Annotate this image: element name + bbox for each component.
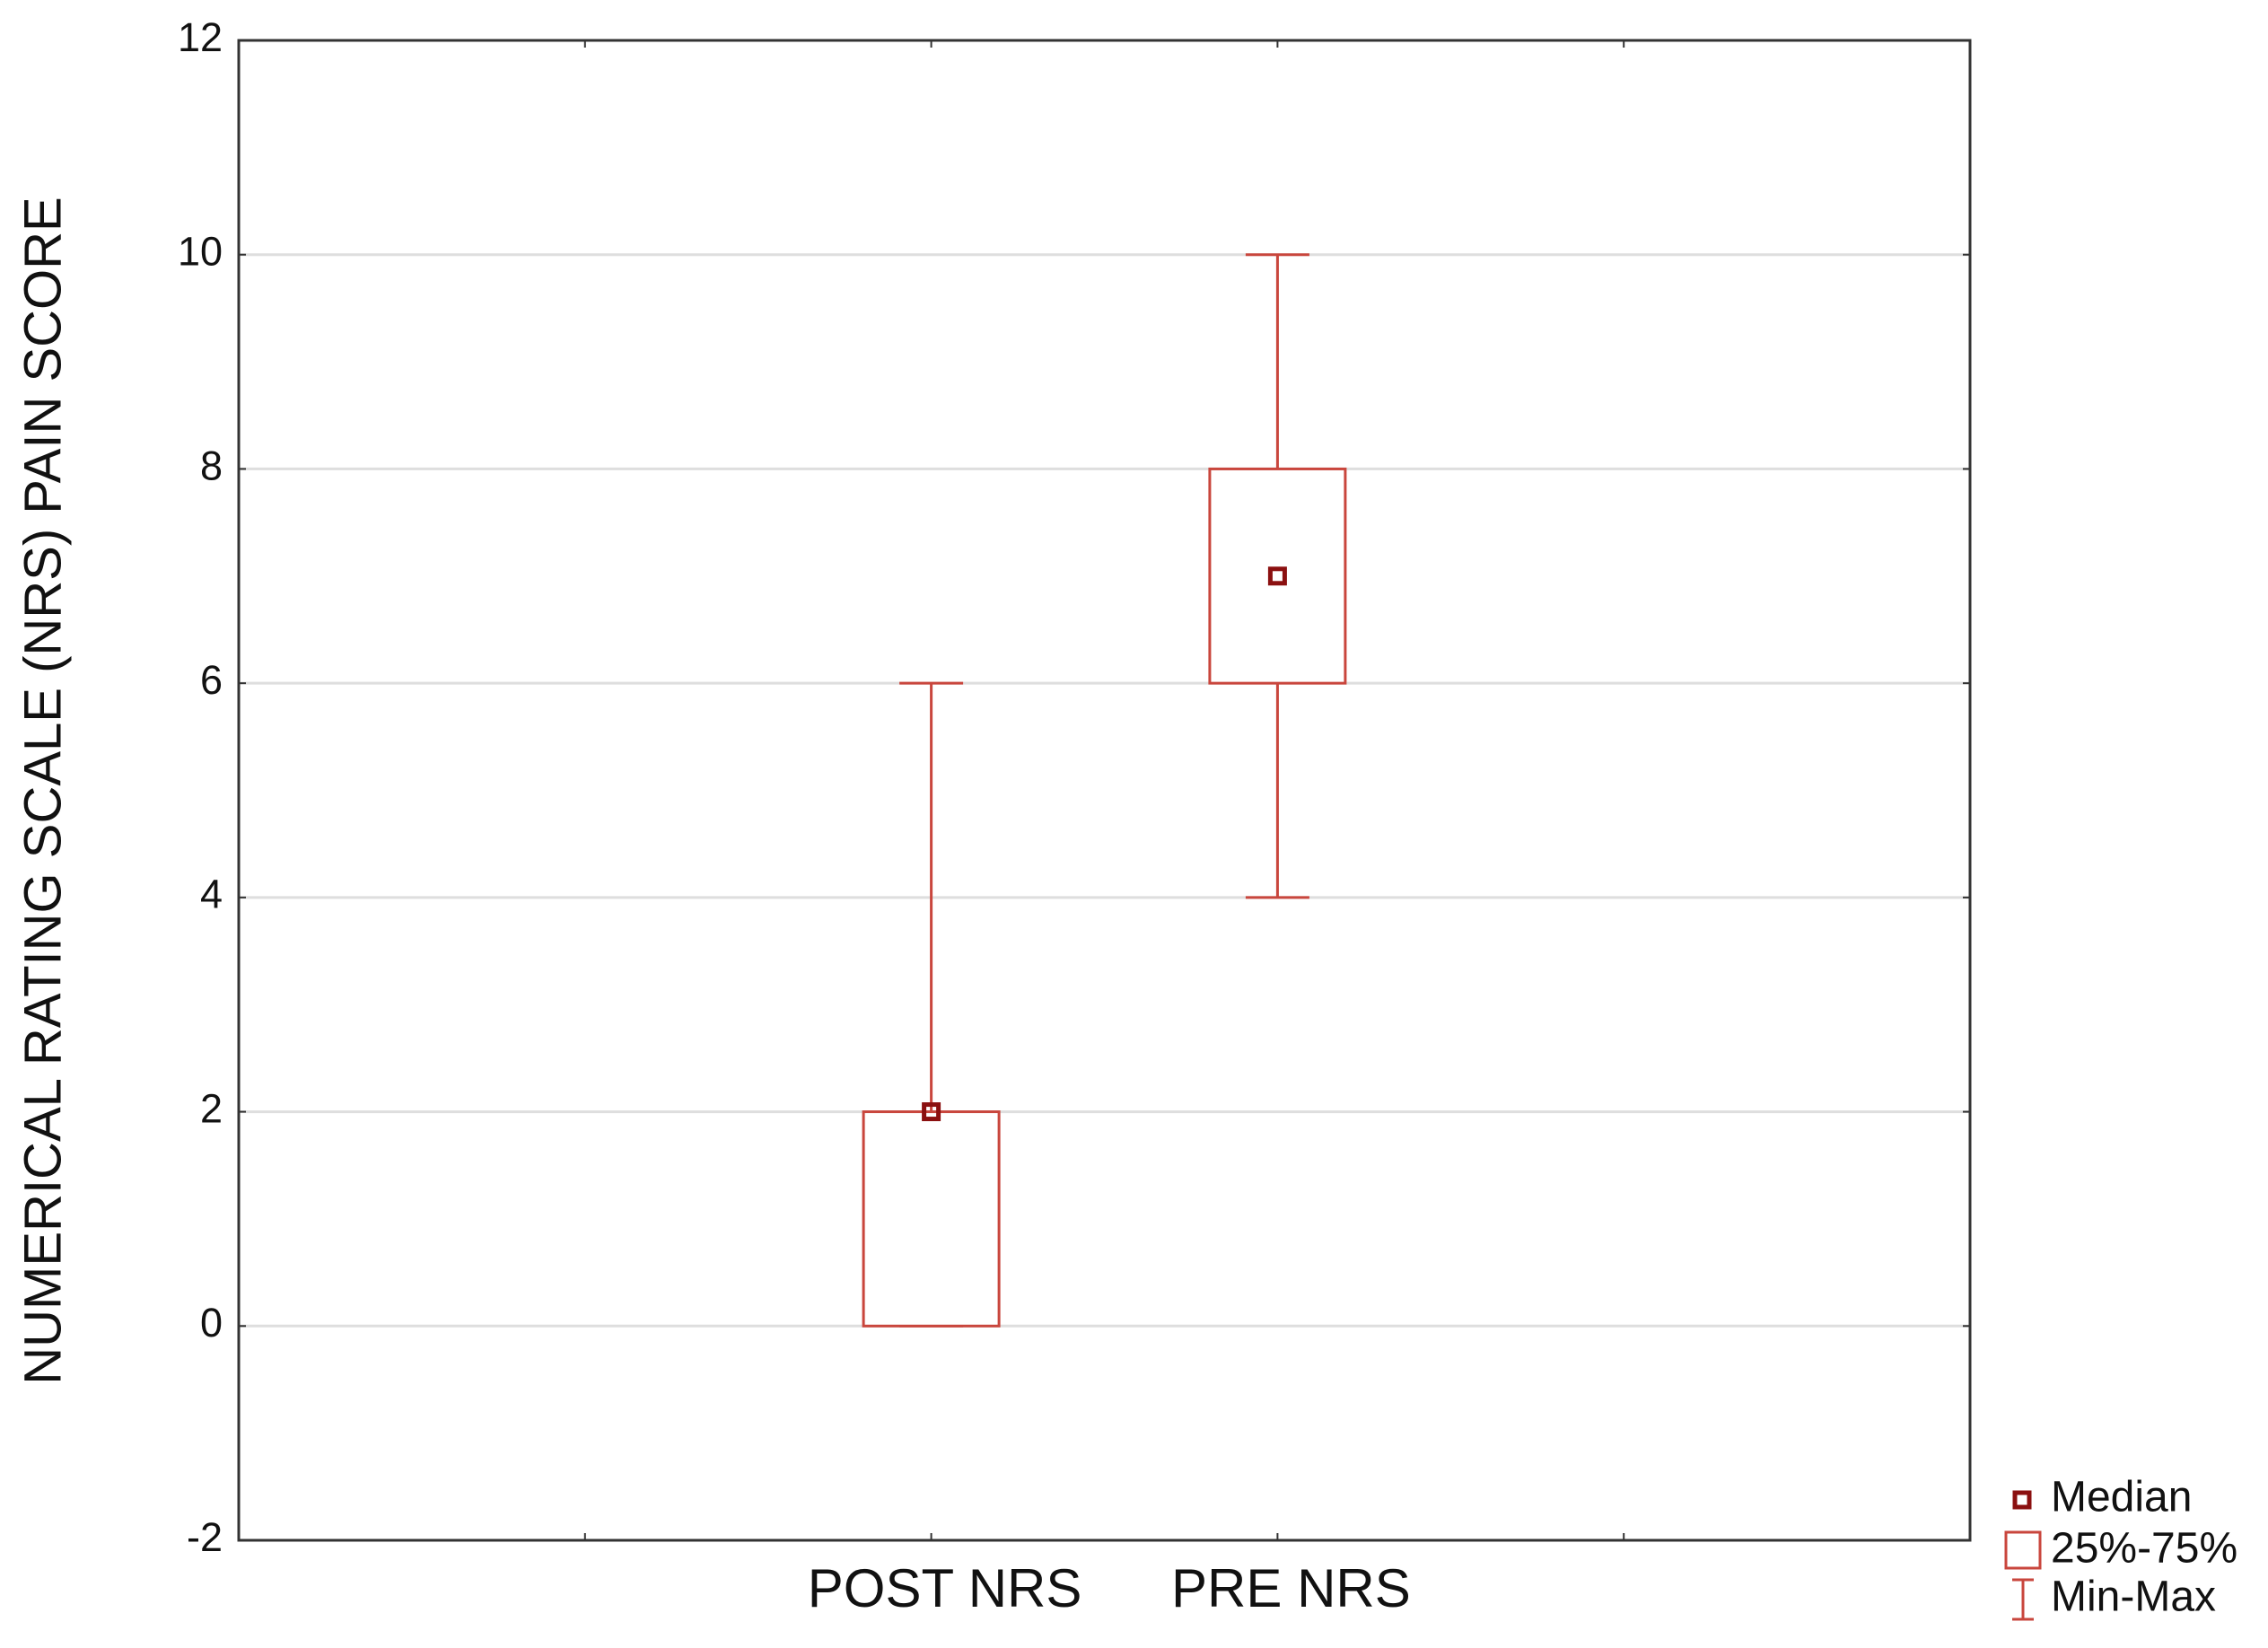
legend-label: 25%-75% — [2051, 1525, 2237, 1573]
y-tick-label: 12 — [178, 14, 223, 60]
legend-median-icon — [2012, 1490, 2032, 1510]
box — [1208, 467, 1347, 685]
legend-box-icon — [2004, 1530, 2042, 1570]
y-tick-label: 0 — [200, 1300, 223, 1346]
y-tick-label: 6 — [200, 657, 223, 703]
plot-frame — [237, 39, 1972, 1542]
y-axis-label: NUMERICAL RATING SCALE (NRS) PAIN SCORE — [13, 197, 72, 1384]
y-tick-label: 8 — [200, 443, 223, 488]
median-marker — [1267, 566, 1287, 586]
legend-whisker-icon — [2012, 1578, 2034, 1621]
x-tick-label: POST NRS — [808, 1558, 1082, 1618]
median-marker — [922, 1102, 941, 1122]
legend-label: Median — [2051, 1474, 2192, 1521]
box — [862, 1110, 1001, 1328]
y-tick-label: 4 — [200, 872, 223, 917]
legend-label: Min-Max — [2051, 1573, 2216, 1621]
x-tick-label: PRE NRS — [1171, 1558, 1411, 1618]
y-tick-label: 2 — [200, 1085, 223, 1131]
y-tick-label: -2 — [187, 1514, 223, 1560]
y-tick-label: 10 — [178, 229, 223, 275]
